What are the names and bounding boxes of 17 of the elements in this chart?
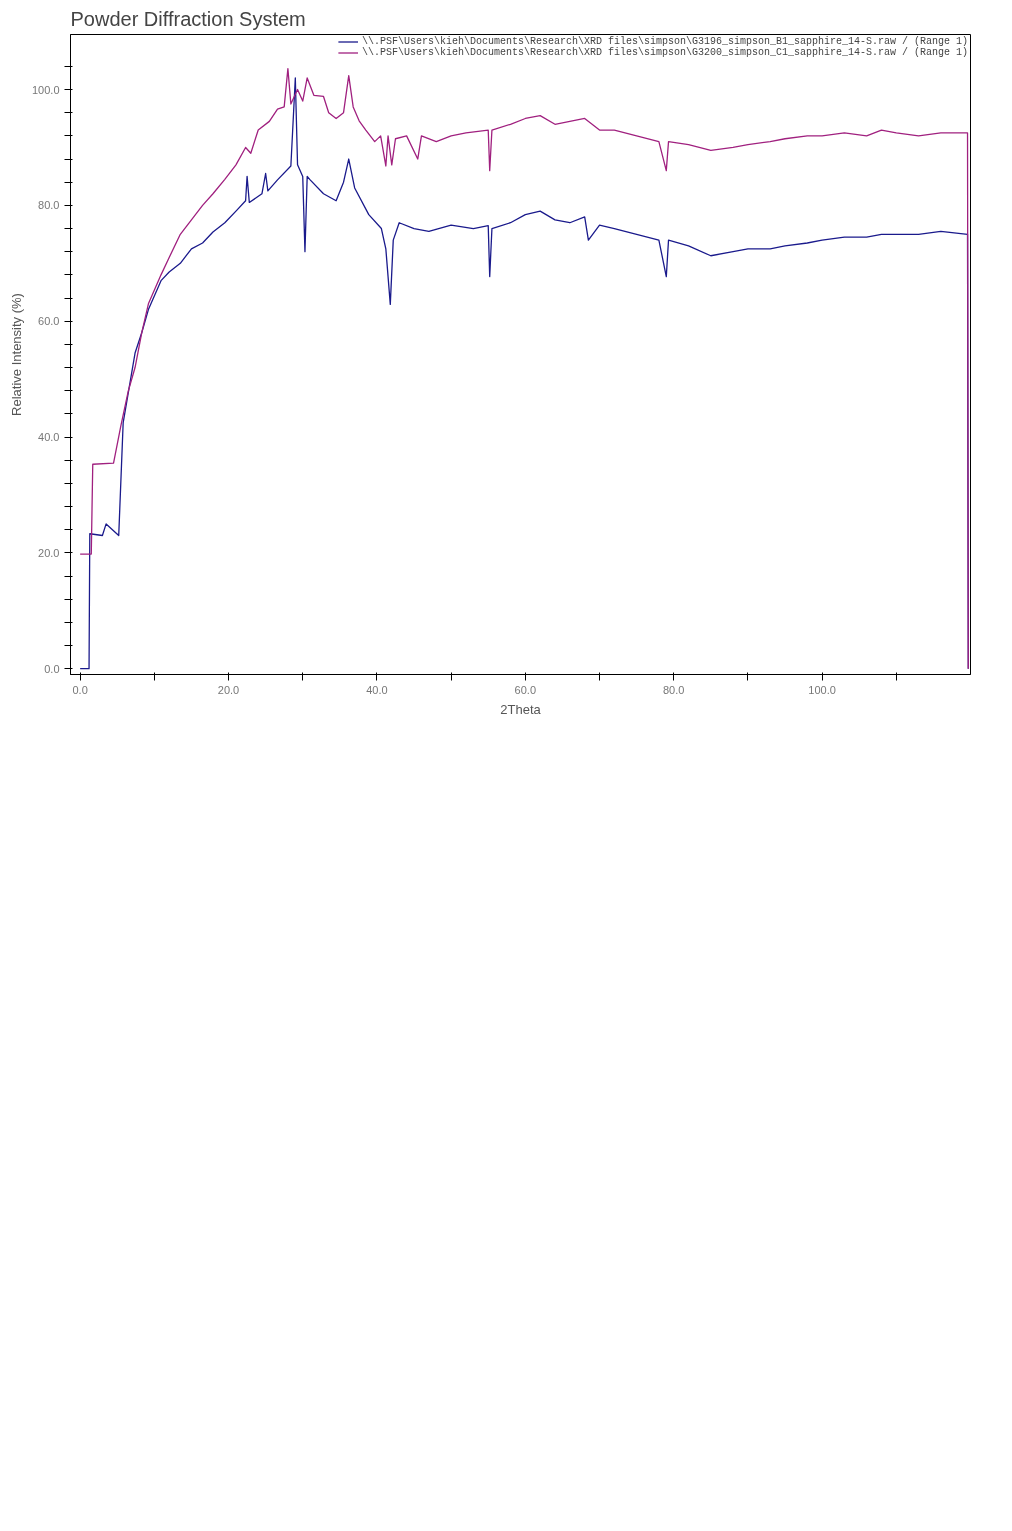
y-tick-label: 0.0 bbox=[44, 662, 60, 675]
y-tick-label: 60.0 bbox=[38, 315, 60, 328]
y-tick-label: 80.0 bbox=[38, 199, 60, 212]
legend-label: \\.PSF\Users\kieh\Documents\Research\XRD files\simpson\G3200_simpson_C1_sapphire_14-S.raw / (Range 1) bbox=[361, 47, 968, 58]
y-tick-label: 100.0 bbox=[31, 83, 60, 96]
chart-title: Powder Diffraction System bbox=[70, 7, 306, 30]
x-tick-label: 60.0 bbox=[514, 683, 537, 696]
x-tick-label: 20.0 bbox=[217, 683, 240, 696]
x-axis-title: 2Theta bbox=[500, 701, 542, 717]
x-tick-label: 40.0 bbox=[366, 683, 388, 696]
x-tick-label: 80.0 bbox=[663, 683, 685, 696]
y-tick-label: 40.0 bbox=[38, 431, 60, 444]
legend-label: \\.PSF\Users\kieh\Documents\Research\XRD files\simpson\G3196_simpson_B1_sapphire_14-S.raw / (Range 1) bbox=[361, 36, 968, 47]
x-tick-label: 100.0 bbox=[808, 683, 836, 696]
y-tick-label: 20.0 bbox=[38, 546, 60, 559]
y-axis-title: Relative Intensity (%) bbox=[8, 293, 24, 416]
x-tick-label: 0.0 bbox=[72, 683, 88, 696]
